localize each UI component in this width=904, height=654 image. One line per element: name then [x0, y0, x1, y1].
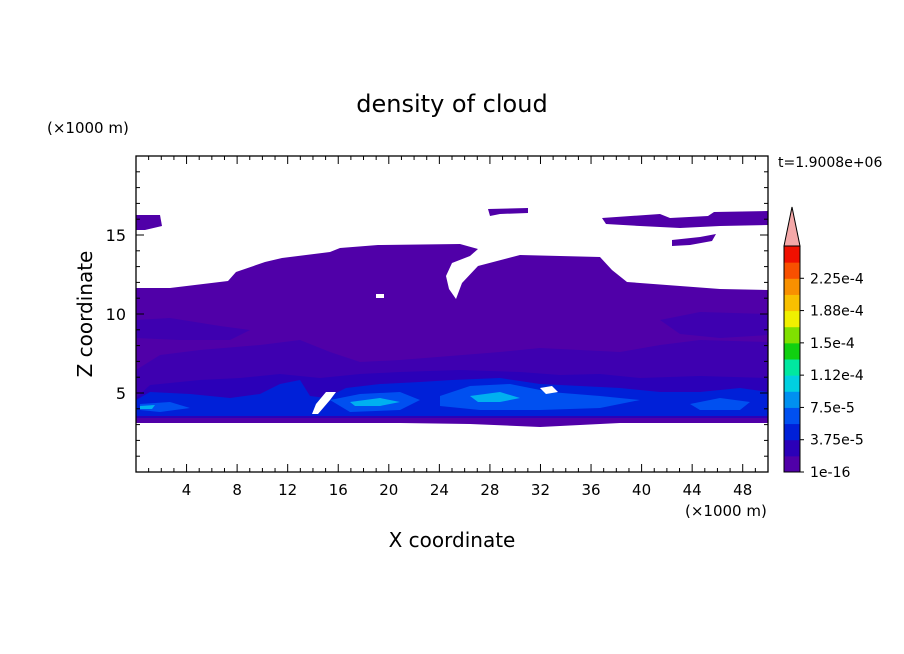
clear-spot	[376, 294, 384, 298]
colorbar-swatch	[784, 326, 800, 344]
density-field	[136, 208, 768, 427]
colorbar-label: 1e-16	[810, 465, 850, 481]
colorbar-swatch	[784, 359, 800, 376]
x-unit-label: (×1000 m)	[685, 502, 767, 520]
x-axis-ticks: 4 8 12 16 20 24 28 32 36 40 44 48	[148, 156, 756, 499]
colorbar-label: 3.75e-5	[810, 433, 864, 449]
x-tick-label: 36	[581, 481, 600, 499]
colorbar-swatch	[784, 407, 800, 425]
colorbar-swatch	[784, 294, 800, 312]
colorbar-swatch	[784, 439, 800, 457]
colorbar-swatch	[784, 278, 800, 295]
x-tick-label: 12	[278, 481, 297, 499]
y-tick-label: 15	[106, 226, 126, 245]
cloud-region-mid-2	[136, 318, 250, 340]
x-tick-label: 24	[430, 481, 449, 499]
colorbar-swatch	[784, 342, 800, 360]
x-tick-label: 28	[480, 481, 499, 499]
time-label: t=1.9008e+06	[778, 155, 882, 171]
x-tick-label: 32	[531, 481, 550, 499]
colorbar-extend-arrow	[783, 206, 801, 247]
colorbar-label: 1.12e-4	[810, 368, 864, 384]
x-tick-label: 8	[232, 481, 242, 499]
y-axis-ticks: 5 10 15	[106, 171, 768, 457]
cloud-patch-high-mid	[488, 208, 528, 216]
cloud-region-mid-3	[660, 312, 768, 338]
colorbar-swatch	[784, 423, 800, 441]
y-tick-label: 5	[116, 384, 126, 403]
x-axis-label: X coordinate	[389, 528, 516, 552]
colorbar-label: 7.5e-5	[810, 400, 855, 416]
cloud-patch-high-right	[602, 211, 768, 228]
chart-title: density of cloud	[356, 90, 547, 118]
cloud-patch-high-small	[672, 234, 716, 246]
colorbar: 1e-16 3.75e-5 7.5e-5 1.12e-4 1.5e-4 1.88e-4 2.…	[783, 206, 864, 481]
y-unit-label: (×1000 m)	[47, 119, 129, 137]
colorbar-frame	[783, 245, 801, 473]
colorbar-swatch	[784, 262, 800, 279]
colorbar-swatch	[784, 246, 800, 263]
colorbar-swatch	[784, 375, 800, 392]
cloud-region-core	[140, 384, 750, 412]
colorbar-label: 1.88e-4	[810, 304, 864, 320]
x-tick-label: 48	[733, 481, 752, 499]
colorbar-label: 2.25e-4	[810, 271, 864, 287]
x-tick-label: 20	[379, 481, 398, 499]
x-tick-label: 16	[329, 481, 348, 499]
x-tick-label: 4	[182, 481, 192, 499]
colorbar-swatch	[784, 455, 800, 473]
colorbar-label: 1.5e-4	[810, 336, 855, 352]
x-tick-label: 44	[683, 481, 702, 499]
y-tick-label: 10	[106, 305, 126, 324]
colorbar-swatch	[784, 310, 800, 328]
colorbar-swatch	[784, 391, 800, 408]
y-axis-label: Z coordinate	[73, 251, 97, 378]
x-tick-label: 40	[632, 481, 651, 499]
cloud-patch-high-left	[136, 215, 162, 230]
